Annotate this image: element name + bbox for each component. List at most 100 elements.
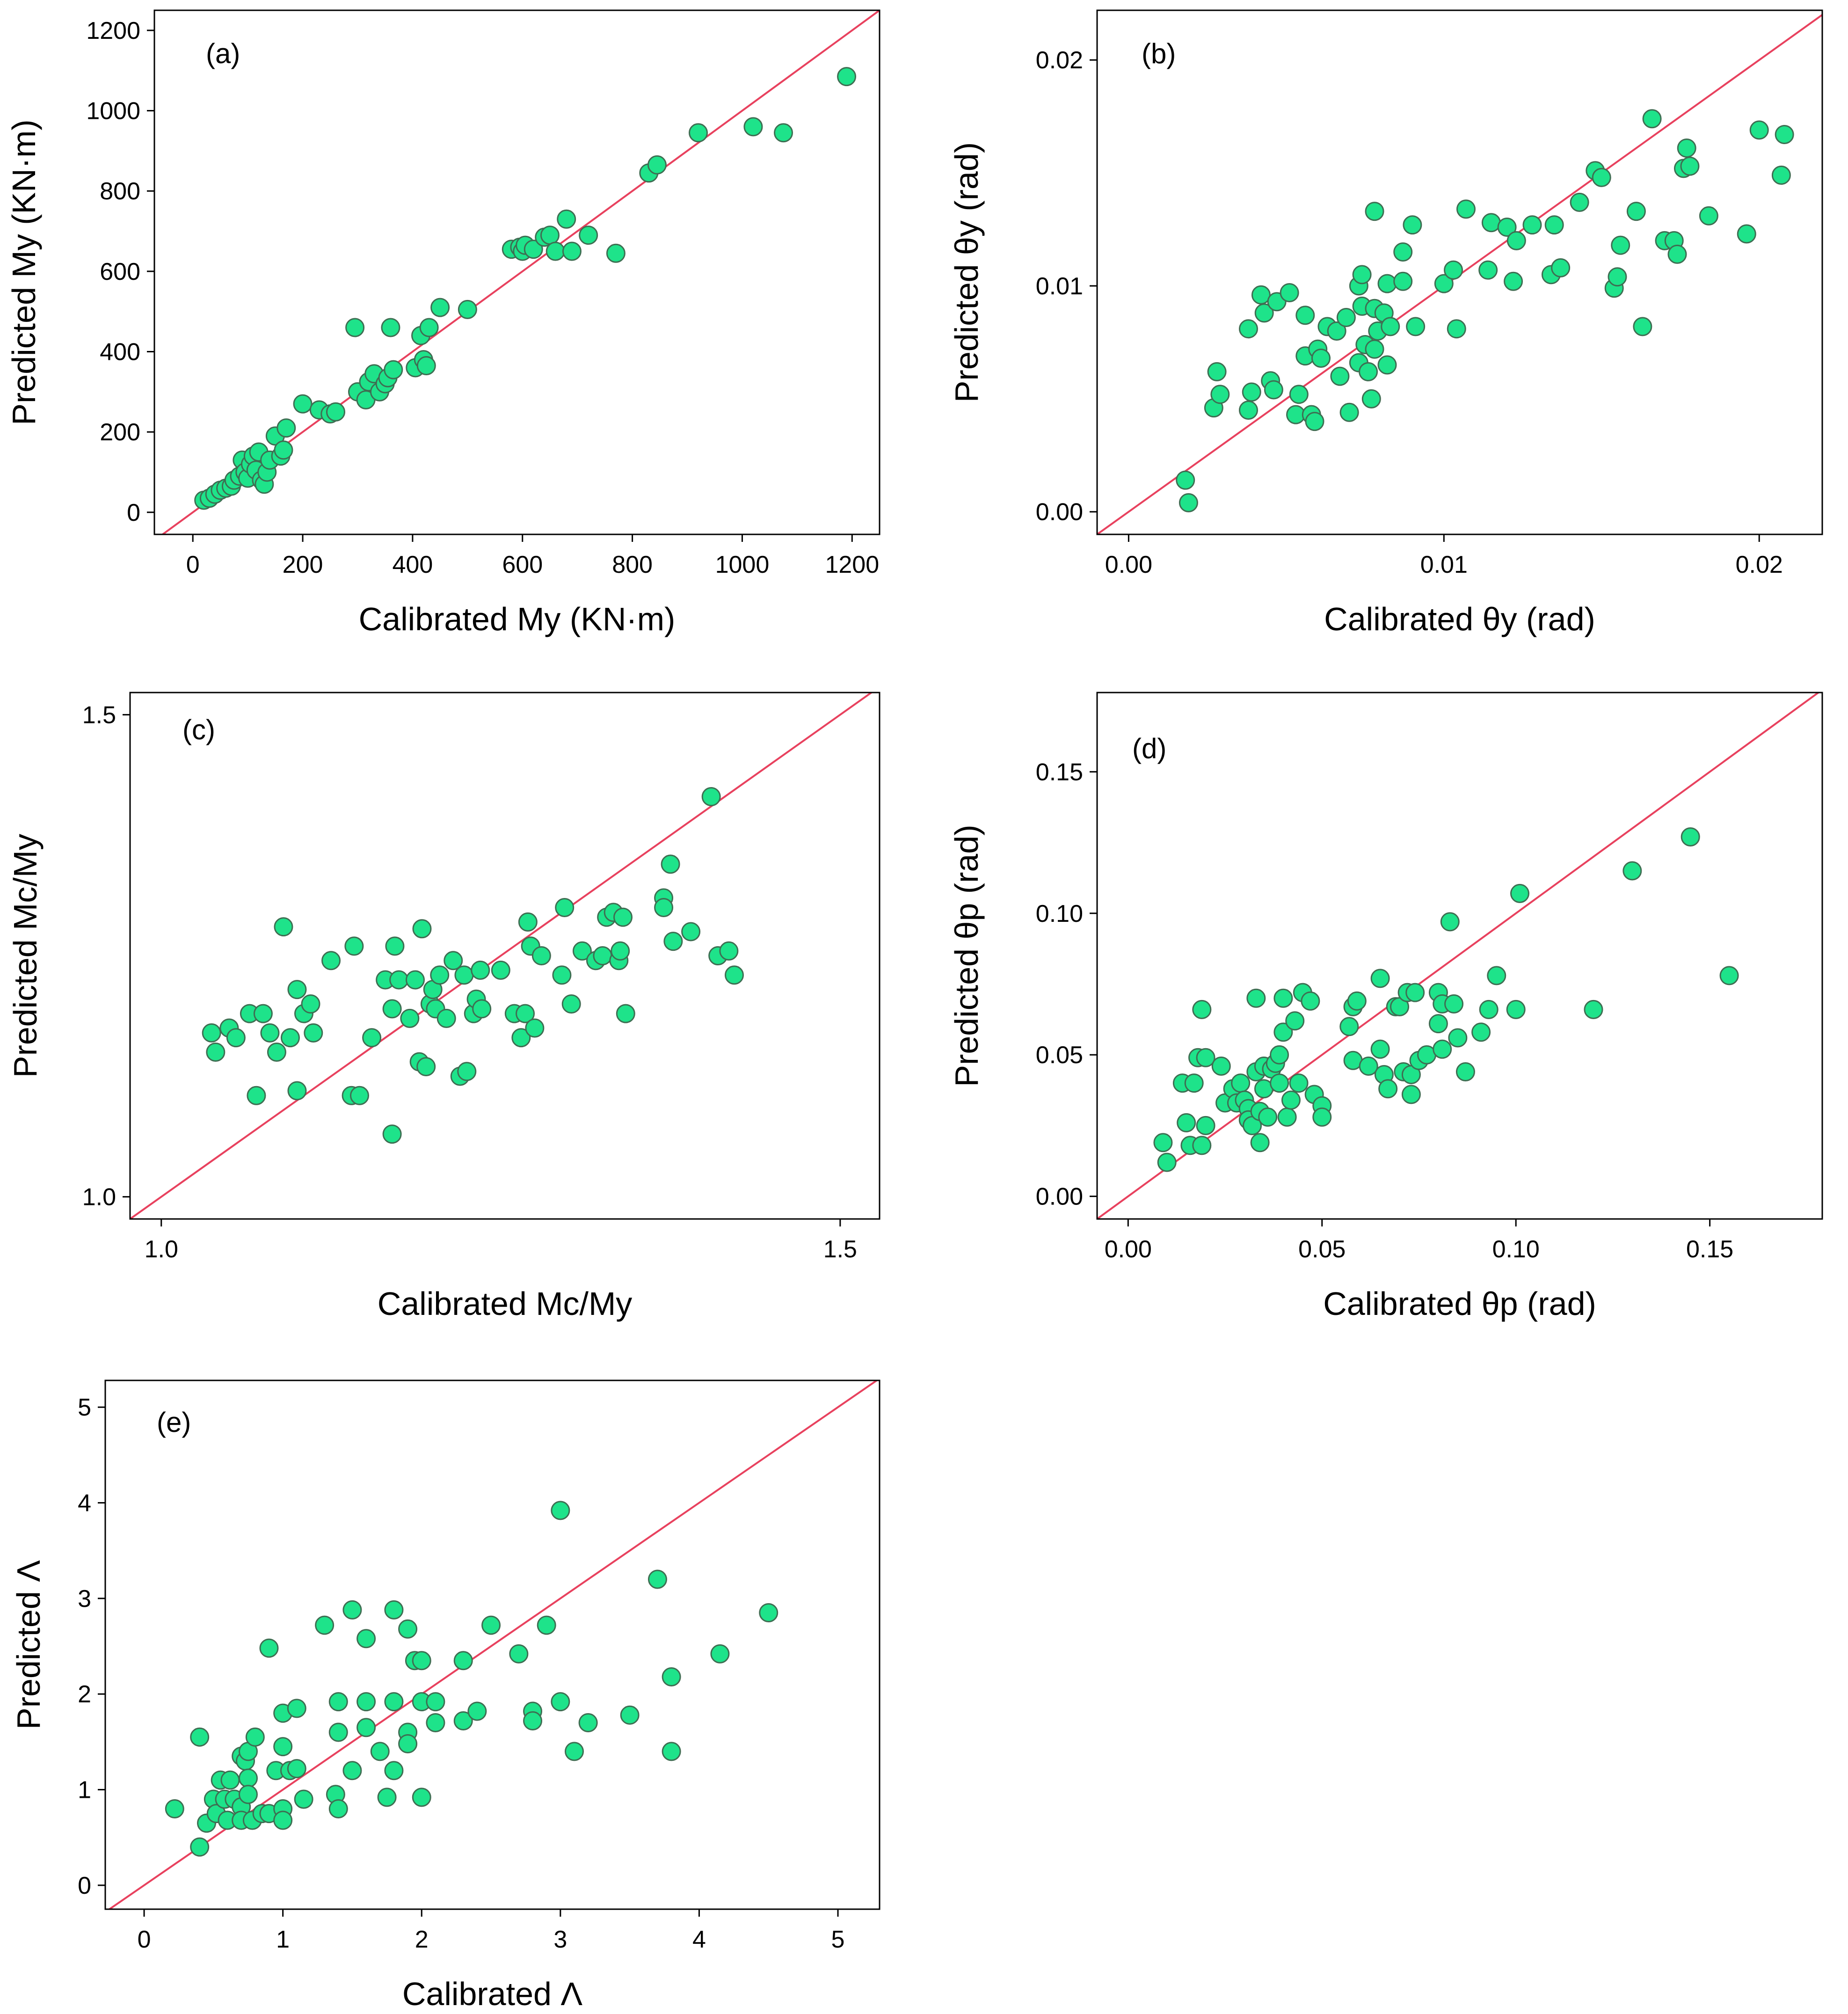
data-point	[190, 1837, 210, 1857]
data-point	[1359, 362, 1378, 381]
y-tick-label: 0.10	[1036, 900, 1083, 927]
data-point	[1196, 1048, 1215, 1067]
y-tick-label: 3	[78, 1585, 91, 1613]
data-point	[276, 418, 296, 438]
data-point	[1312, 1107, 1332, 1127]
data-point	[759, 1603, 778, 1623]
data-point	[1196, 1116, 1215, 1135]
data-point	[611, 941, 630, 961]
data-point	[1177, 1113, 1196, 1132]
data-point	[564, 1742, 584, 1761]
data-point	[1510, 883, 1529, 903]
data-point	[287, 1081, 307, 1101]
data-point	[315, 1615, 335, 1635]
data-point	[1544, 215, 1564, 235]
data-point	[1478, 260, 1498, 280]
y-tick-label: 200	[100, 419, 140, 446]
y-tick-label: 0	[127, 499, 140, 526]
data-point	[1365, 339, 1384, 359]
data-point	[238, 1785, 258, 1804]
data-point	[1295, 306, 1315, 325]
panel-label: (c)	[182, 714, 215, 745]
data-point	[525, 1018, 545, 1038]
data-point	[453, 1651, 473, 1671]
data-point	[342, 1761, 362, 1780]
data-point	[562, 241, 582, 261]
data-point	[1677, 138, 1696, 158]
data-point	[458, 299, 477, 319]
data-point	[1280, 283, 1299, 302]
data-point	[381, 318, 400, 337]
data-point	[1471, 1022, 1491, 1042]
data-point	[382, 1124, 402, 1144]
data-point	[1393, 271, 1413, 291]
data-point	[1681, 827, 1700, 846]
data-point	[1455, 1062, 1475, 1081]
x-axis-title: Calibrated θy (rad)	[1324, 601, 1595, 637]
data-point	[321, 951, 341, 971]
data-point	[253, 1004, 273, 1023]
data-point	[280, 1028, 300, 1048]
data-point	[1311, 348, 1331, 368]
data-point	[1273, 988, 1293, 1008]
data-point	[1434, 274, 1454, 293]
reference-line	[130, 693, 873, 1219]
data-point	[419, 318, 439, 337]
data-point	[523, 1711, 543, 1730]
data-point	[1251, 285, 1271, 305]
data-point	[701, 787, 721, 807]
y-tick-label: 0	[78, 1872, 91, 1899]
data-point	[1289, 385, 1309, 404]
data-point	[491, 960, 510, 980]
y-tick-label: 5	[78, 1394, 91, 1421]
data-point	[344, 936, 364, 956]
x-tick-label: 5	[831, 1926, 845, 1953]
x-axis-title: Calibrated θp (rad)	[1323, 1285, 1596, 1322]
data-point	[551, 1501, 570, 1520]
data-point	[260, 1023, 280, 1043]
data-point	[165, 1799, 184, 1818]
y-tick-label: 4	[78, 1490, 91, 1517]
data-point	[304, 1023, 323, 1043]
data-point	[1339, 1017, 1359, 1036]
reference-line	[108, 1380, 879, 1909]
data-point	[328, 1692, 348, 1712]
data-point	[1504, 271, 1523, 291]
data-point	[398, 1734, 418, 1753]
data-point	[444, 951, 463, 971]
data-point	[1207, 362, 1227, 381]
data-point	[1749, 120, 1769, 140]
data-point	[613, 907, 633, 927]
data-point	[578, 1713, 598, 1733]
scatter-panel-1: 0 200 400 600 800 1000 1200 0 200 400 600 800 1000 12…	[6, 9, 880, 637]
data-point	[1327, 321, 1346, 341]
y-tick-label: 0.00	[1036, 1183, 1083, 1211]
data-point	[287, 1699, 306, 1718]
data-point	[511, 1028, 531, 1048]
y-axis-title: Predicted Mc/My	[7, 834, 44, 1078]
y-tick-label: 800	[100, 178, 140, 205]
x-tick-label: 200	[283, 551, 323, 578]
data-point	[1273, 1022, 1293, 1042]
data-point	[1347, 991, 1367, 1011]
data-point	[328, 1722, 348, 1742]
x-tick-label: 0.00	[1105, 551, 1152, 578]
x-tick-label: 400	[393, 551, 433, 578]
data-point	[362, 1028, 382, 1048]
data-point	[416, 1057, 436, 1076]
data-point	[1381, 317, 1400, 336]
x-tick-label: 800	[612, 551, 653, 578]
data-point	[370, 1742, 390, 1761]
data-point	[1444, 994, 1464, 1014]
data-point	[220, 1770, 240, 1790]
data-point	[662, 1742, 681, 1761]
data-point	[238, 1768, 258, 1788]
data-point	[1487, 966, 1506, 985]
data-point	[328, 1799, 348, 1818]
data-point	[1285, 1011, 1305, 1031]
data-point	[531, 946, 551, 965]
y-tick-label: 1200	[86, 17, 140, 44]
data-point	[457, 1062, 477, 1081]
scatter-panel-2: 0.00 0.01 0.02 0.00 0.01 0.02 Calibrated θy (r…	[948, 9, 1823, 637]
data-point	[273, 1737, 293, 1757]
